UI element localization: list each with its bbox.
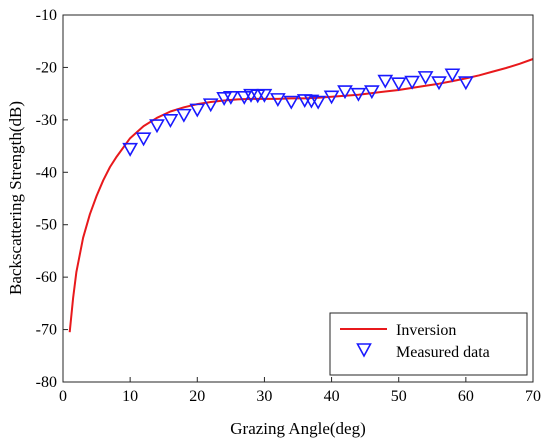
x-tick-label: 50 xyxy=(391,388,407,405)
measured-data-point xyxy=(350,87,367,102)
y-tick-label: -60 xyxy=(36,269,57,286)
measured-data-point xyxy=(175,108,192,123)
y-axis-title: Backscattering Strength(dB) xyxy=(6,101,25,295)
y-tick-label: -70 xyxy=(36,322,57,339)
measured-data-point xyxy=(337,85,353,100)
measured-data-point xyxy=(310,95,327,110)
marker-layer xyxy=(122,68,474,157)
x-tick-label: 70 xyxy=(525,388,541,405)
measured-data-point xyxy=(417,71,434,85)
measured-data-point xyxy=(162,114,179,128)
y-tick-label: -40 xyxy=(36,164,57,181)
measured-data-point xyxy=(363,85,380,100)
measured-data-point xyxy=(189,103,206,118)
measured-data-point xyxy=(323,90,340,105)
measured-data-point xyxy=(256,88,273,103)
measured-data-point xyxy=(122,142,139,157)
x-tick-label: 10 xyxy=(122,388,138,405)
measured-data-point xyxy=(269,93,286,108)
legend-inversion-label: Inversion xyxy=(396,322,456,339)
measured-data-point xyxy=(135,132,152,147)
x-tick-label: 20 xyxy=(189,388,205,405)
measured-data-point xyxy=(404,75,421,90)
measured-data-point xyxy=(444,68,461,83)
y-tick-label: -50 xyxy=(36,217,57,234)
x-tick-label: 0 xyxy=(59,388,67,405)
measured-data-point xyxy=(431,76,447,91)
measured-data-point xyxy=(149,119,165,134)
x-axis-title: Grazing Angle(deg) xyxy=(230,419,365,438)
measured-data-point xyxy=(457,76,474,91)
x-tick-label: 40 xyxy=(324,388,340,405)
y-tick-label: -30 xyxy=(36,112,57,129)
legend-measured-label: Measured data xyxy=(396,344,490,361)
curve-layer xyxy=(68,58,534,333)
plot-frame xyxy=(62,14,534,383)
measured-data-point xyxy=(390,77,407,92)
y-tick-label: -20 xyxy=(36,59,57,76)
x-tick-label: 60 xyxy=(458,388,474,405)
x-axis-ticks: 0 10 20 30 40 50 60 70 xyxy=(59,377,541,405)
x-tick-label: 30 xyxy=(256,388,272,405)
measured-data-point xyxy=(202,98,219,113)
legend-measured-marker xyxy=(356,343,372,358)
measured-data-point xyxy=(236,90,253,105)
measured-data-point xyxy=(377,74,394,89)
measured-data-point xyxy=(283,95,300,110)
measured-data-point xyxy=(222,90,239,105)
y-axis-ticks: -10 -20 -30 -40 -50 -60 -70 -80 xyxy=(36,7,68,391)
inversion-curve xyxy=(68,58,534,333)
y-tick-label: -80 xyxy=(36,374,57,391)
legend: Inversion Measured data xyxy=(329,312,528,376)
y-tick-label: -10 xyxy=(36,7,57,24)
